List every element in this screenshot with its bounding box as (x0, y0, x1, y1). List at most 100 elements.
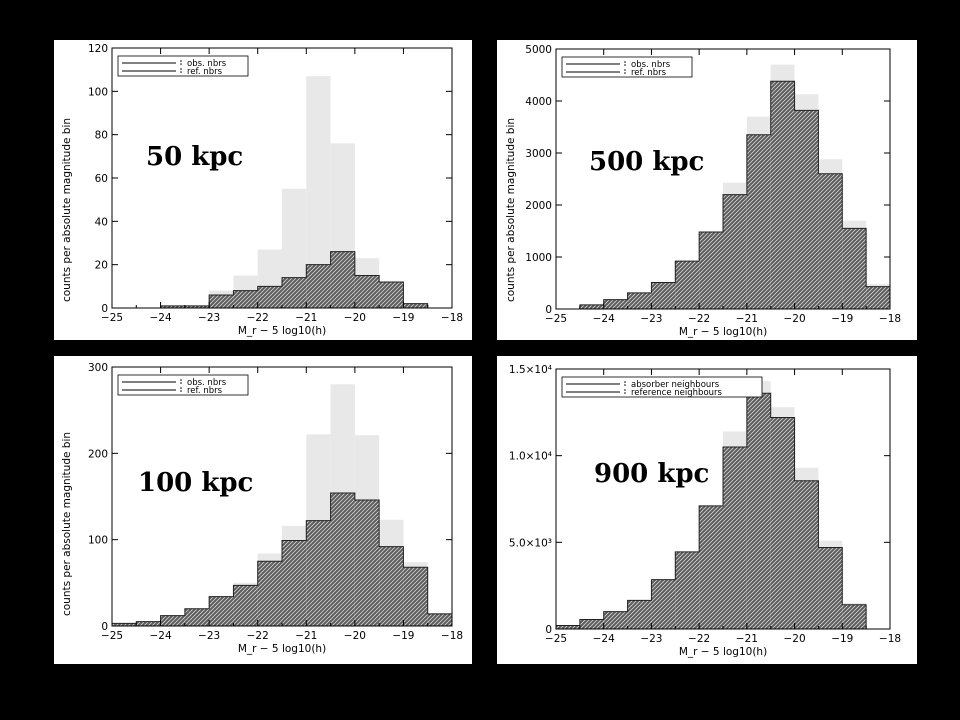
x-tick-label: −23 (198, 312, 220, 324)
obs-bar (427, 613, 452, 626)
x-tick-label: −23 (640, 313, 662, 325)
legend-entry: absorber neighbours (631, 380, 720, 390)
x-tick-label: −21 (736, 313, 758, 325)
obs-bar (794, 110, 819, 309)
obs-bar (330, 493, 355, 626)
obs-bar (675, 551, 700, 629)
obs-bar (651, 579, 676, 629)
obs-bar (112, 623, 137, 626)
obs-bar (282, 540, 307, 626)
obs-bar (723, 447, 747, 629)
obs-bar (746, 393, 771, 629)
obs-bar (699, 505, 723, 629)
y-tick-label: 40 (95, 216, 108, 228)
obs-histogram-outline (556, 80, 891, 310)
obs-bar (794, 480, 819, 629)
legend-entry: ref. nbrs (187, 386, 223, 396)
obs-bar (257, 561, 282, 626)
x-tick-label: −19 (831, 313, 853, 325)
y-tick-label: 3000 (525, 148, 552, 160)
histogram-svg-1: −25 −24 −23 −22 −21 −20 −19 −18 0 1000 2000 3000 400… (505, 44, 901, 338)
obs-bar (699, 232, 723, 309)
obs-bar (160, 305, 185, 308)
x-tick-label: −24 (149, 630, 171, 642)
y-tick-label: 2000 (525, 200, 552, 212)
obs-bar (282, 277, 307, 308)
y-axis-label: counts per absolute magnitude bin (61, 118, 73, 302)
obs-bar (184, 608, 210, 626)
obs-bar (209, 596, 234, 626)
histogram-svg-3: −25 −24 −23 −22 −21 −20 −19 −18 0 5.0×10³ 1.0×10⁴ 1… (509, 364, 901, 658)
y-tick-label: 5.0×10³ (509, 537, 552, 549)
y-tick-label: 100 (88, 535, 108, 547)
obs-bar (184, 305, 210, 308)
obs-bar (842, 228, 867, 309)
obs-bar (136, 621, 161, 626)
obs-bar (403, 567, 428, 626)
obs-bar (257, 286, 282, 308)
obs-bar (354, 275, 380, 308)
legend-box (117, 374, 249, 396)
histogram-panel-500kpc: −25 −24 −23 −22 −21 −20 −19 −18 0 1000 2000 3000 400… (497, 40, 917, 340)
y-tick-label: 4000 (525, 96, 552, 108)
x-tick-label: −19 (392, 630, 414, 642)
histogram-panel-900kpc: −25 −24 −23 −22 −21 −20 −19 −18 0 5.0×10³ 1.0×10⁴ 1… (497, 356, 917, 664)
x-tick-label: −18 (879, 633, 901, 645)
legend-entry: obs. nbrs (187, 59, 227, 69)
x-tick-label: −25 (545, 633, 567, 645)
y-axis-label: counts per absolute magnitude bin (505, 118, 517, 302)
histogram-panel-100kpc: −25 −24 −23 −22 −21 −20 −19 −18 0 100 200 300 M_r − … (54, 356, 472, 664)
x-tick-label: −19 (831, 633, 853, 645)
obs-bar (160, 615, 185, 626)
x-tick-label: −21 (736, 633, 758, 645)
obs-bar (330, 251, 355, 308)
distance-label: 100 kpc (138, 468, 253, 498)
legend-entry: ref. nbrs (631, 68, 667, 78)
legend-box (117, 55, 249, 77)
y-tick-label: 300 (88, 362, 108, 374)
histogram-panel-50kpc: −25 −24 −23 −22 −21 −20 −19 −18 0 20 40 60 80 100 120 M… (54, 40, 472, 340)
x-axis-label: M_r − 5 log10(h) (679, 326, 767, 338)
x-tick-label: −21 (295, 630, 317, 642)
y-tick-label: 0 (101, 303, 108, 315)
obs-histogram-outline (111, 492, 453, 626)
x-tick-label: −18 (441, 630, 463, 642)
histogram-svg-0: −25 −24 −23 −22 −21 −20 −19 −18 0 20 40 60 80 100 120 M… (61, 43, 463, 337)
x-tick-label: −20 (344, 630, 366, 642)
legend-entry: ref. nbrs (187, 67, 223, 77)
x-tick-label: −18 (879, 313, 901, 325)
y-tick-label: 20 (95, 260, 108, 272)
y-tick-label: 0 (545, 624, 552, 636)
x-tick-label: −23 (198, 630, 220, 642)
obs-bar (379, 282, 404, 308)
obs-bar (842, 604, 867, 629)
obs-bar (556, 625, 580, 629)
histogram-svg-2: −25 −24 −23 −22 −21 −20 −19 −18 0 100 200 300 M_r − … (61, 362, 463, 655)
x-axis-label: M_r − 5 log10(h) (238, 325, 326, 337)
obs-bar (675, 261, 700, 309)
x-tick-label: −24 (593, 633, 615, 645)
x-tick-label: −22 (688, 633, 710, 645)
x-tick-label: −18 (441, 312, 463, 324)
y-tick-label: 80 (95, 130, 108, 142)
x-tick-label: −20 (783, 633, 805, 645)
obs-bar (579, 304, 604, 309)
x-tick-label: −19 (392, 312, 414, 324)
x-tick-label: −24 (149, 312, 171, 324)
y-tick-label: 60 (95, 173, 108, 185)
x-tick-label: −20 (783, 313, 805, 325)
x-axis-label: M_r − 5 log10(h) (238, 643, 326, 655)
x-tick-label: −20 (344, 312, 366, 324)
x-tick-label: −22 (247, 312, 269, 324)
y-tick-label: 1.0×10⁴ (509, 451, 552, 463)
obs-bar (627, 600, 652, 629)
obs-bar (866, 286, 890, 309)
y-tick-label: 120 (88, 43, 108, 55)
obs-histogram-outline (555, 392, 890, 630)
legend-entry: reference neighbours (631, 388, 723, 398)
legend-box (561, 56, 693, 78)
x-tick-label: −25 (101, 312, 123, 324)
obs-bar (770, 417, 795, 629)
obs-bar (627, 292, 652, 309)
obs-bar (746, 134, 771, 309)
